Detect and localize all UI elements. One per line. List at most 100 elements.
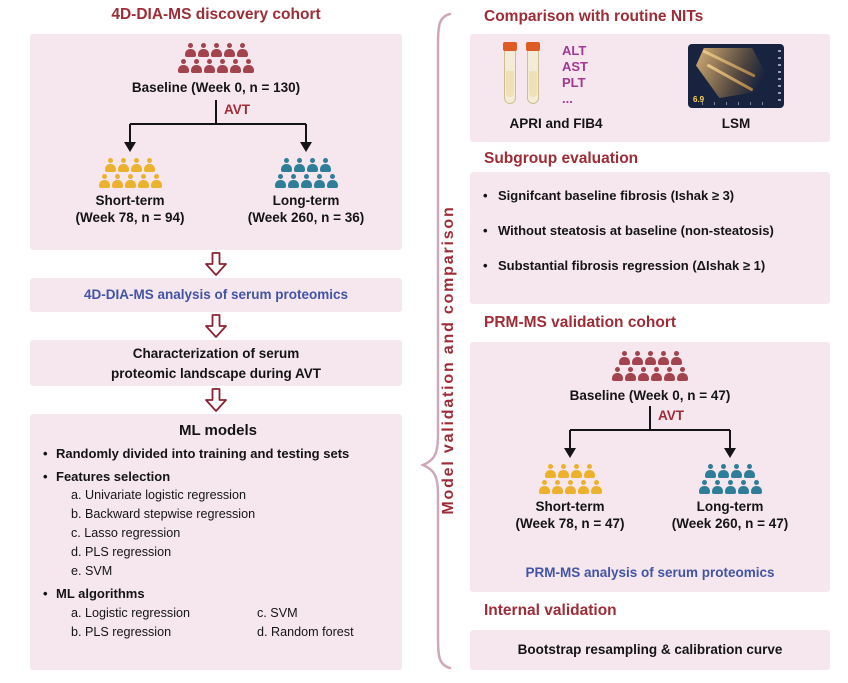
person-icon bbox=[198, 43, 209, 57]
subgroup-box: Signifcant baseline fibrosis (Ishak ≥ 3)… bbox=[470, 172, 830, 304]
person-icon bbox=[144, 158, 155, 172]
person-icon bbox=[314, 174, 325, 188]
long-term-group: Long-term (Week 260, n = 47) bbox=[655, 464, 805, 532]
middle-axis-label: Model validation and comparison bbox=[440, 205, 457, 515]
long-term-group: Long-term (Week 260, n = 36) bbox=[231, 158, 381, 226]
algorithm-item: b. PLS regression bbox=[71, 624, 172, 639]
short-term-sub: (Week 78, n = 47) bbox=[515, 516, 625, 531]
person-icon bbox=[275, 174, 286, 188]
ml-bullet-split: Randomly divided into training and testi… bbox=[42, 444, 394, 464]
person-icon bbox=[237, 43, 248, 57]
person-icon bbox=[751, 480, 762, 494]
algorithm-item: a. Logistic regression bbox=[71, 605, 191, 620]
internal-validation-title: Internal validation bbox=[484, 602, 617, 619]
validation-cohort-box: Baseline (Week 0, n = 47) AVT Short-term… bbox=[470, 342, 830, 592]
person-row bbox=[55, 158, 205, 172]
person-icon bbox=[731, 464, 742, 478]
down-block-arrow-icon bbox=[205, 388, 227, 412]
branch-arrow bbox=[564, 406, 736, 458]
person-row bbox=[655, 464, 805, 478]
person-icon bbox=[584, 464, 595, 478]
lsm-label: LSM bbox=[721, 116, 751, 131]
blood-markers: ALT AST PLT ... bbox=[562, 43, 588, 107]
person-row bbox=[231, 158, 381, 172]
short-term-sub: (Week 78, n = 94) bbox=[75, 210, 185, 225]
algorithm-item: d. Random forest bbox=[257, 624, 354, 639]
person-row bbox=[231, 174, 381, 188]
person-row bbox=[55, 174, 205, 188]
baseline-crowd bbox=[470, 351, 830, 383]
ml-models-box: ML models Randomly divided into training… bbox=[30, 414, 402, 670]
marker-label: ALT bbox=[562, 43, 587, 58]
branch-arrow bbox=[124, 100, 312, 152]
prm-analysis-text: PRM-MS analysis of serum proteomics bbox=[470, 564, 830, 582]
person-row bbox=[470, 367, 830, 381]
discovery-title: 4D-DIA-MS discovery cohort bbox=[111, 6, 321, 23]
internal-validation-box: Bootstrap resampling & calibration curve bbox=[470, 630, 830, 670]
short-term-group: Short-term (Week 78, n = 94) bbox=[55, 158, 205, 226]
person-row bbox=[495, 464, 645, 478]
subgroup-title: Subgroup evaluation bbox=[484, 150, 639, 167]
person-icon bbox=[191, 59, 202, 73]
person-icon bbox=[288, 174, 299, 188]
person-row bbox=[30, 59, 402, 73]
person-icon bbox=[294, 158, 305, 172]
person-icon bbox=[320, 158, 331, 172]
person-icon bbox=[545, 464, 556, 478]
person-icon bbox=[744, 464, 755, 478]
person-icon bbox=[725, 480, 736, 494]
marker-label: AST bbox=[562, 59, 588, 74]
person-icon bbox=[552, 480, 563, 494]
subgroup-item: Without steatosis at baseline (non-steat… bbox=[470, 223, 830, 238]
person-icon bbox=[307, 158, 318, 172]
person-icon bbox=[651, 367, 662, 381]
short-term-label: Short-term bbox=[535, 499, 605, 514]
person-icon bbox=[718, 464, 729, 478]
dia-analysis-text: 4D-DIA-MS analysis of serum proteomics bbox=[83, 287, 349, 302]
validation-title: PRM-MS validation cohort bbox=[484, 314, 677, 331]
comparison-title: Comparison with routine NITs bbox=[484, 8, 704, 25]
person-icon bbox=[591, 480, 602, 494]
person-icon bbox=[632, 351, 643, 365]
algorithm-item: c. SVM bbox=[257, 605, 298, 620]
person-icon bbox=[738, 480, 749, 494]
down-block-arrow-icon bbox=[205, 252, 227, 276]
feature-item: d. PLS regression bbox=[71, 545, 172, 559]
ml-bullet-features: Features selection bbox=[42, 467, 394, 487]
baseline-label: Baseline (Week 0, n = 130) bbox=[131, 80, 301, 95]
person-icon bbox=[712, 480, 723, 494]
person-icon bbox=[327, 174, 338, 188]
person-icon bbox=[224, 43, 235, 57]
long-term-sub: (Week 260, n = 36) bbox=[247, 210, 365, 225]
marker-label: PLT bbox=[562, 75, 586, 90]
prm-analysis-label: PRM-MS analysis of serum proteomics bbox=[525, 565, 775, 580]
person-row bbox=[655, 480, 805, 494]
ultrasound-image: 6.9 bbox=[688, 44, 784, 108]
person-row bbox=[30, 43, 402, 57]
short-term-group: Short-term (Week 78, n = 47) bbox=[495, 464, 645, 532]
person-icon bbox=[138, 174, 149, 188]
characterization-line2: proteomic landscape during AVT bbox=[110, 366, 322, 381]
nits-box: ALT AST PLT ... APRI and FIB4 6.9 LSM bbox=[470, 34, 830, 142]
lsm-reading: 6.9 bbox=[693, 95, 705, 104]
person-icon bbox=[565, 480, 576, 494]
person-icon bbox=[625, 367, 636, 381]
person-icon bbox=[211, 43, 222, 57]
person-icon bbox=[671, 351, 682, 365]
person-icon bbox=[578, 480, 589, 494]
person-icon bbox=[185, 43, 196, 57]
person-icon bbox=[558, 464, 569, 478]
baseline-crowd bbox=[30, 43, 402, 75]
ml-models-title: ML models bbox=[178, 422, 258, 439]
test-tube-icon bbox=[526, 42, 541, 104]
avt-label: AVT bbox=[224, 102, 250, 117]
curly-brace bbox=[419, 12, 452, 670]
person-icon bbox=[178, 59, 189, 73]
person-icon bbox=[638, 367, 649, 381]
person-icon bbox=[131, 158, 142, 172]
long-term-label: Long-term bbox=[272, 193, 340, 208]
person-icon bbox=[125, 174, 136, 188]
feature-item: e. SVM bbox=[71, 564, 113, 578]
ultrasound-scale bbox=[702, 102, 770, 105]
ml-algorithms-grid: a. Logistic regression c. SVM b. PLS reg… bbox=[42, 604, 394, 642]
